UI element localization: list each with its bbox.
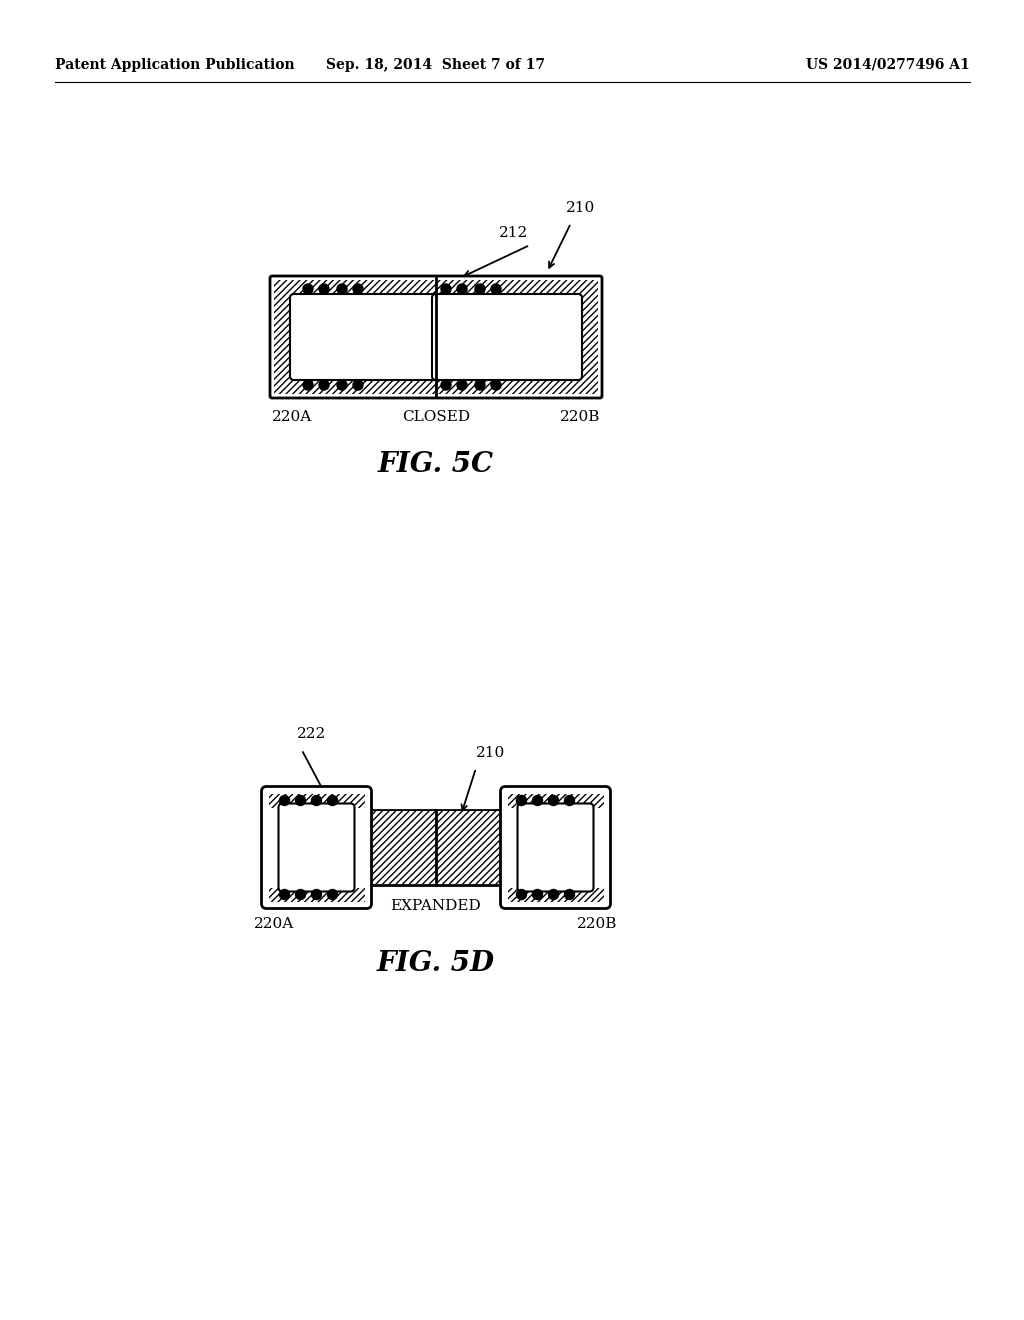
FancyBboxPatch shape — [261, 787, 372, 908]
Circle shape — [337, 380, 347, 389]
Bar — [508, 793, 603, 808]
Circle shape — [564, 796, 574, 805]
Text: Sep. 18, 2014  Sheet 7 of 17: Sep. 18, 2014 Sheet 7 of 17 — [326, 58, 545, 73]
Circle shape — [532, 796, 543, 805]
Circle shape — [475, 284, 485, 294]
FancyBboxPatch shape — [270, 276, 602, 399]
Text: FIG. 5C: FIG. 5C — [378, 451, 494, 478]
Circle shape — [353, 380, 362, 389]
Text: EXPANDED: EXPANDED — [390, 899, 481, 913]
Bar — [348, 810, 523, 884]
Text: 210: 210 — [476, 746, 505, 760]
Circle shape — [516, 796, 526, 805]
Circle shape — [328, 890, 338, 899]
Text: 220A: 220A — [254, 917, 295, 932]
Circle shape — [490, 380, 501, 389]
Circle shape — [319, 380, 329, 389]
Text: 212: 212 — [499, 226, 528, 240]
Circle shape — [303, 284, 313, 294]
FancyBboxPatch shape — [290, 294, 440, 380]
Bar — [508, 887, 603, 902]
Circle shape — [549, 890, 558, 899]
Bar — [349, 810, 436, 884]
Bar — [436, 280, 598, 393]
Circle shape — [311, 890, 322, 899]
Circle shape — [457, 380, 467, 389]
Circle shape — [303, 380, 313, 389]
Circle shape — [549, 796, 558, 805]
Text: FIG. 5D: FIG. 5D — [377, 950, 495, 977]
FancyBboxPatch shape — [279, 804, 354, 891]
Circle shape — [441, 284, 451, 294]
Text: US 2014/0277496 A1: US 2014/0277496 A1 — [806, 58, 970, 73]
Circle shape — [319, 284, 329, 294]
Text: 220B: 220B — [560, 411, 600, 424]
FancyBboxPatch shape — [432, 294, 582, 380]
Circle shape — [328, 796, 338, 805]
Bar — [268, 793, 365, 808]
Circle shape — [516, 890, 526, 899]
Circle shape — [280, 890, 290, 899]
Circle shape — [457, 284, 467, 294]
Circle shape — [296, 796, 305, 805]
Circle shape — [490, 284, 501, 294]
Bar — [268, 887, 365, 902]
Circle shape — [296, 890, 305, 899]
Text: Patent Application Publication: Patent Application Publication — [55, 58, 295, 73]
Circle shape — [475, 380, 485, 389]
FancyBboxPatch shape — [517, 804, 594, 891]
Circle shape — [337, 284, 347, 294]
Bar — [274, 280, 436, 393]
Circle shape — [441, 380, 451, 389]
Circle shape — [280, 796, 290, 805]
Circle shape — [311, 796, 322, 805]
Text: 220A: 220A — [272, 411, 312, 424]
Text: 222: 222 — [297, 727, 326, 742]
FancyBboxPatch shape — [501, 787, 610, 908]
Bar — [436, 810, 522, 884]
Text: 220B: 220B — [578, 917, 617, 932]
Circle shape — [564, 890, 574, 899]
Circle shape — [353, 284, 362, 294]
Text: 210: 210 — [566, 201, 595, 215]
Text: CLOSED: CLOSED — [402, 411, 470, 424]
Circle shape — [532, 890, 543, 899]
